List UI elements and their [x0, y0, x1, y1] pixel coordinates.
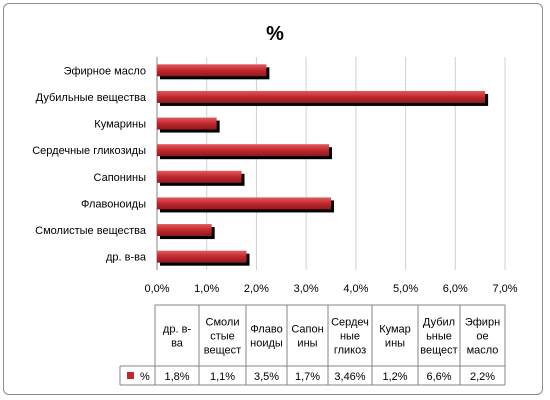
table-value-cell: 3,46% — [334, 371, 365, 383]
bar — [157, 250, 247, 263]
bar — [157, 197, 331, 210]
legend-swatch — [127, 372, 134, 379]
bar — [157, 144, 330, 157]
x-tick-label: 4,0% — [343, 283, 368, 295]
bar — [157, 224, 212, 237]
bars — [157, 64, 489, 266]
x-tick-label: 0,0% — [144, 283, 169, 295]
category-label: Сердечные гликозиды — [32, 145, 146, 157]
table-value-cell: 6,6% — [426, 371, 451, 383]
category-label: др. в-ва — [106, 252, 147, 264]
category-label: Кумарины — [94, 119, 146, 131]
x-tick-label: 6,0% — [443, 283, 468, 295]
table-value-cell: 1,2% — [382, 371, 407, 383]
x-tick-labels: 0,0% 1,0% 2,0% 3,0% 4,0% 5,0% 6,0% 7,0% — [144, 283, 517, 295]
category-labels: Эфирное масло Дубильные вещества Кумарины С… — [32, 65, 147, 263]
category-label: Сапонины — [94, 172, 147, 184]
table-header-cell: Смоли стые вещест — [204, 317, 241, 357]
bar — [157, 64, 267, 77]
chart-title: % — [266, 23, 284, 45]
data-table: др. в-ва 1,8% Смоли стые вещест 1,1% Флаво ноид… — [119, 304, 506, 386]
table-header-cell: Сердеч ные гликоз — [331, 317, 369, 357]
x-tick-label: 7,0% — [492, 283, 517, 295]
x-tick-label: 1,0% — [194, 283, 219, 295]
table-value-cell: 3,5% — [254, 371, 279, 383]
x-tick-label: 5,0% — [393, 283, 418, 295]
bar — [157, 90, 486, 103]
category-label: Смолистые вещества — [35, 225, 147, 237]
table-value-cell: 1,7% — [295, 371, 320, 383]
category-label: Эфирное масло — [64, 65, 146, 77]
table-header-cell: Флаво ноиды — [250, 324, 283, 350]
category-label: Флавоноиды — [81, 198, 146, 210]
x-tick-label: 2,0% — [244, 283, 269, 295]
legend-label: % — [140, 371, 150, 383]
table-header-cell: др. в-ва — [163, 324, 191, 350]
table-header-cell: Эфирн ое масло — [465, 317, 500, 357]
bar — [157, 170, 242, 183]
table-header-cell: Дубил ьные вещест — [420, 317, 457, 357]
table-header-cell: Сапон ины — [291, 324, 323, 350]
table-value-cell: 2,2% — [470, 371, 495, 383]
table-value-cell: 1,8% — [164, 371, 189, 383]
category-label: Дубильные вещества — [36, 92, 147, 104]
x-tick-label: 3,0% — [294, 283, 319, 295]
bar — [157, 117, 217, 130]
table-header-cell: Кумар ины — [379, 324, 411, 350]
table-value-cell: 1,1% — [210, 371, 235, 383]
